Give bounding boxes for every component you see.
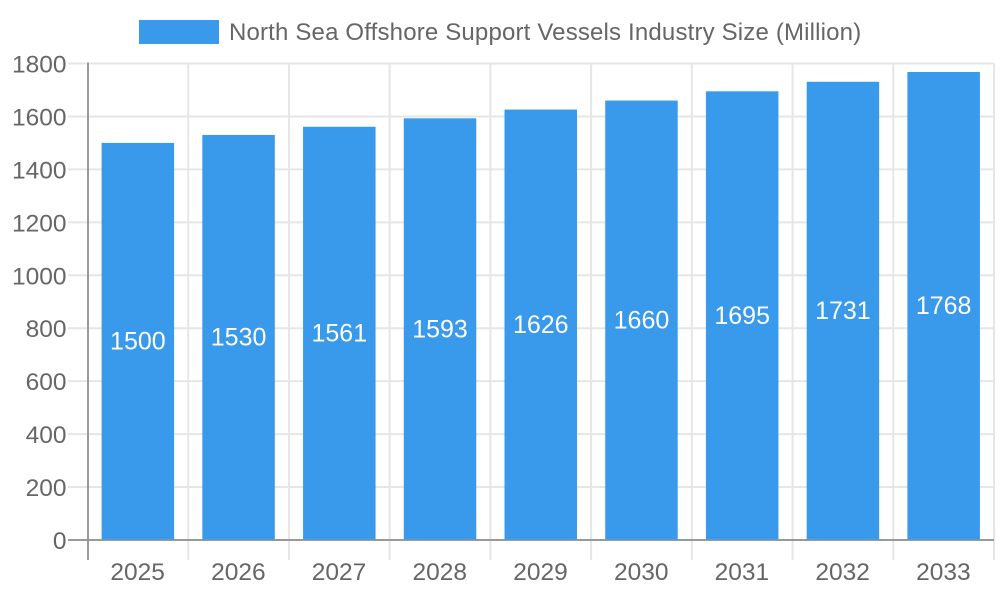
svg-text:2032: 2032 (815, 559, 870, 586)
svg-text:1660: 1660 (614, 306, 670, 334)
svg-text:0: 0 (53, 528, 67, 555)
svg-text:1000: 1000 (12, 263, 67, 290)
svg-text:2033: 2033 (916, 559, 971, 586)
svg-text:1800: 1800 (12, 52, 67, 79)
svg-text:1626: 1626 (513, 311, 569, 339)
svg-text:1768: 1768 (916, 292, 972, 320)
svg-text:2029: 2029 (513, 559, 568, 586)
svg-text:2027: 2027 (312, 559, 367, 586)
svg-text:800: 800 (26, 316, 67, 343)
svg-text:North Sea Offshore Support Ves: North Sea Offshore Support Vessels Indus… (229, 19, 861, 46)
svg-text:2028: 2028 (413, 559, 468, 586)
svg-text:2026: 2026 (211, 559, 266, 586)
svg-text:400: 400 (26, 422, 67, 449)
svg-text:1200: 1200 (12, 210, 67, 237)
svg-text:600: 600 (26, 369, 67, 396)
svg-text:1593: 1593 (412, 315, 468, 343)
svg-text:200: 200 (26, 475, 67, 502)
svg-text:2031: 2031 (715, 559, 770, 586)
svg-text:1400: 1400 (12, 157, 67, 184)
svg-text:2025: 2025 (110, 559, 165, 586)
svg-text:1695: 1695 (714, 302, 770, 330)
svg-text:1731: 1731 (815, 297, 871, 325)
svg-text:1600: 1600 (12, 104, 67, 131)
svg-text:1530: 1530 (211, 324, 267, 352)
svg-text:1561: 1561 (311, 320, 367, 348)
svg-text:1500: 1500 (110, 328, 166, 356)
svg-text:2030: 2030 (614, 559, 669, 586)
